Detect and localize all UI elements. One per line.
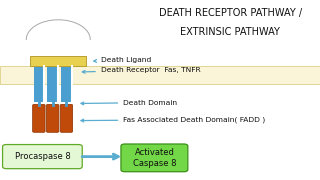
Text: EXTRINSIC PATHWAY: EXTRINSIC PATHWAY [180,27,280,37]
Text: DEATH RECEPTOR PATHWAY /: DEATH RECEPTOR PATHWAY / [159,8,302,18]
FancyBboxPatch shape [121,144,188,172]
Bar [47,66,58,102]
FancyBboxPatch shape [60,104,73,132]
Bar [61,66,72,102]
Text: Fas Associated Death Domain( FADD ): Fas Associated Death Domain( FADD ) [81,116,266,123]
Text: Death Domain: Death Domain [81,100,177,106]
FancyBboxPatch shape [3,145,82,169]
Text: Procaspase 8: Procaspase 8 [14,152,70,161]
Bar [34,66,44,102]
FancyBboxPatch shape [46,104,59,132]
Bar [0,66,320,84]
Text: Activated
Caspase 8: Activated Caspase 8 [133,148,176,168]
Text: Death Ligand: Death Ligand [94,57,151,63]
Bar [30,56,86,66]
FancyBboxPatch shape [33,104,45,132]
Text: Death Receptor  Fas, TNFR: Death Receptor Fas, TNFR [82,67,201,73]
